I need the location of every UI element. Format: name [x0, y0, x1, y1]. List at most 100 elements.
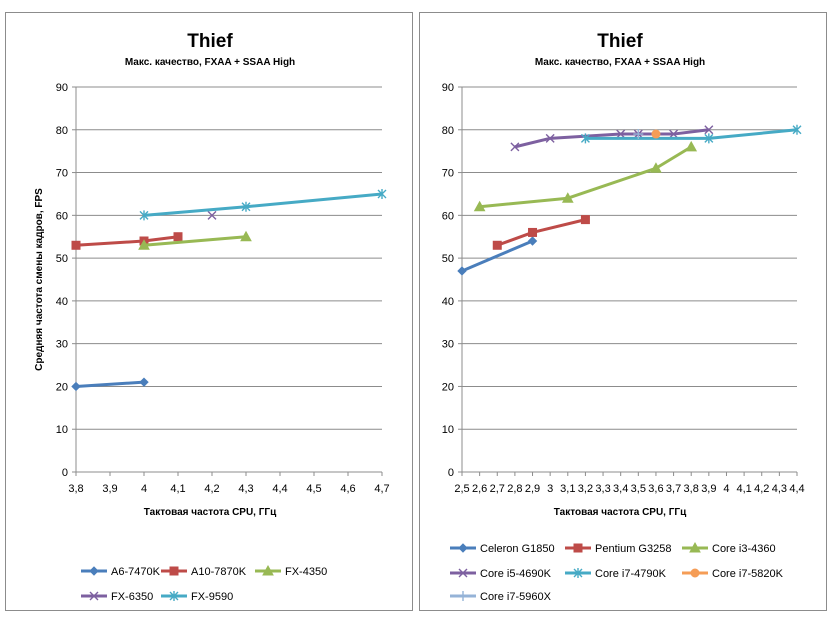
legend-label: Core i7-5960X: [480, 591, 552, 603]
legend-marker: [573, 568, 583, 578]
legend-label: A6-7470K: [111, 566, 161, 578]
legend-label: FX-6350: [111, 591, 153, 603]
y-tick-label: 90: [56, 82, 68, 94]
x-tick-label: 3,8: [68, 483, 83, 495]
data-point: [669, 129, 679, 139]
data-point: [173, 232, 183, 242]
data-point: [704, 125, 714, 135]
legend-entry-core-i7-5960x: Core i7-5960X: [450, 591, 552, 603]
x-tick-label: 4,7: [374, 483, 389, 495]
x-tick-label: 4,3: [238, 483, 253, 495]
data-point: [510, 142, 520, 152]
x-tick-label: 3,1: [560, 483, 575, 495]
legend-marker: [458, 591, 468, 601]
y-tick-label: 50: [56, 253, 68, 265]
data-point: [704, 133, 714, 144]
legend-marker: [169, 566, 179, 576]
series-line: [143, 192, 383, 217]
legend-label: A10-7870K: [191, 566, 247, 578]
x-tick-label: 4: [141, 483, 147, 495]
series-fx-6350: [207, 210, 217, 220]
legend-marker: [689, 541, 701, 553]
y-tick-label: 80: [442, 125, 454, 137]
data-point: [492, 240, 502, 250]
y-tick-label: 70: [56, 168, 68, 180]
x-tick-label: 3: [547, 483, 553, 495]
data-point: [651, 129, 661, 139]
series-core-i7-5960x: [633, 129, 644, 140]
legend-label: FX-9590: [191, 591, 233, 603]
x-tick-label: 3,9: [102, 483, 117, 495]
legend-entry-fx-4350: FX-4350: [255, 564, 327, 578]
series-celeron-g1850: [457, 236, 538, 276]
x-tick-label: 3,8: [684, 483, 699, 495]
data-point: [792, 124, 802, 135]
data-point: [580, 215, 590, 225]
data-point: [241, 201, 251, 212]
series-core-i3-4360: [473, 140, 698, 212]
x-tick-label: 4,6: [340, 483, 355, 495]
series-fx-9590: [139, 188, 387, 221]
x-tick-label: 4,5: [306, 483, 321, 495]
x-tick-label: 3,9: [701, 483, 716, 495]
series-line: [479, 145, 692, 209]
data-point: [528, 227, 538, 237]
chart-panel-right: Thief Макс. качество, FXAA + SSAA High 0 10…: [419, 12, 827, 611]
data-point: [545, 133, 555, 143]
legend-marker: [89, 566, 99, 576]
y-tick-label: 40: [442, 296, 454, 308]
legend-entry-core-i5-4690k: Core i5-4690K: [450, 568, 552, 580]
legend-marker: [262, 564, 274, 576]
x-tick-label: 2,8: [507, 483, 522, 495]
y-tick-label: 10: [442, 424, 454, 436]
y-tick-label: 0: [62, 467, 68, 479]
legend-label: FX-4350: [285, 566, 327, 578]
legend-entry-a6-7470k: A6-7470K: [81, 566, 161, 578]
chart-title: Thief: [597, 31, 643, 52]
legend-entry-core-i7-5820k: Core i7-5820K: [682, 568, 784, 580]
x-tick-label: 4,1: [170, 483, 185, 495]
x-tick-label: 3,6: [648, 483, 663, 495]
y-tick-label: 20: [56, 381, 68, 393]
data-point: [457, 266, 467, 276]
series-core-i7-4790k: [580, 124, 802, 144]
series-a10-7870k: [71, 232, 183, 250]
data-point: [633, 129, 644, 140]
chart-panel-left: Thief Макс. качество, FXAA + SSAA High 0 10…: [5, 12, 413, 611]
y-tick-label: 60: [56, 210, 68, 222]
data-point: [685, 140, 698, 152]
legend-label: Core i3-4360: [712, 543, 776, 555]
data-point: [650, 162, 662, 173]
data-point: [580, 133, 590, 144]
x-tick-label: 2,9: [525, 483, 540, 495]
legend-entry-a10-7870k: A10-7870K: [161, 566, 247, 578]
x-tick-label: 2,5: [454, 483, 469, 495]
x-tick-label: 2,6: [472, 483, 487, 495]
x-tick-label: 3,2: [578, 483, 593, 495]
series-line: [143, 235, 247, 247]
legend-marker: [458, 543, 468, 553]
x-tick-label: 3,7: [666, 483, 681, 495]
chart-title: Thief: [187, 31, 233, 52]
y-tick-label: 90: [442, 82, 454, 94]
x-axis-label: Тактовая частота CPU, ГГц: [554, 507, 687, 518]
data-point: [71, 240, 81, 250]
x-tick-label: 4,2: [754, 483, 769, 495]
legend-entry-core-i7-4790k: Core i7-4790K: [565, 568, 667, 580]
series-fx-4350: [138, 230, 252, 250]
x-tick-label: 3,4: [613, 483, 628, 495]
legend-marker: [573, 543, 583, 553]
legend-entry-pentium-g3258: Pentium G3258: [565, 543, 671, 555]
series-pentium-g3258: [492, 215, 590, 250]
y-tick-label: 80: [56, 125, 68, 137]
data-point: [71, 381, 81, 392]
data-point: [527, 236, 538, 246]
x-tick-label: 4,4: [789, 483, 804, 495]
x-tick-label: 2,7: [490, 483, 505, 495]
x-tick-label: 3,3: [595, 483, 610, 495]
series-line: [75, 380, 145, 388]
legend-entry-fx-6350: FX-6350: [81, 591, 153, 603]
x-tick-label: 4,4: [272, 483, 287, 495]
y-tick-label: 40: [56, 296, 68, 308]
legend-entry-core-i3-4360: Core i3-4360: [682, 541, 776, 555]
